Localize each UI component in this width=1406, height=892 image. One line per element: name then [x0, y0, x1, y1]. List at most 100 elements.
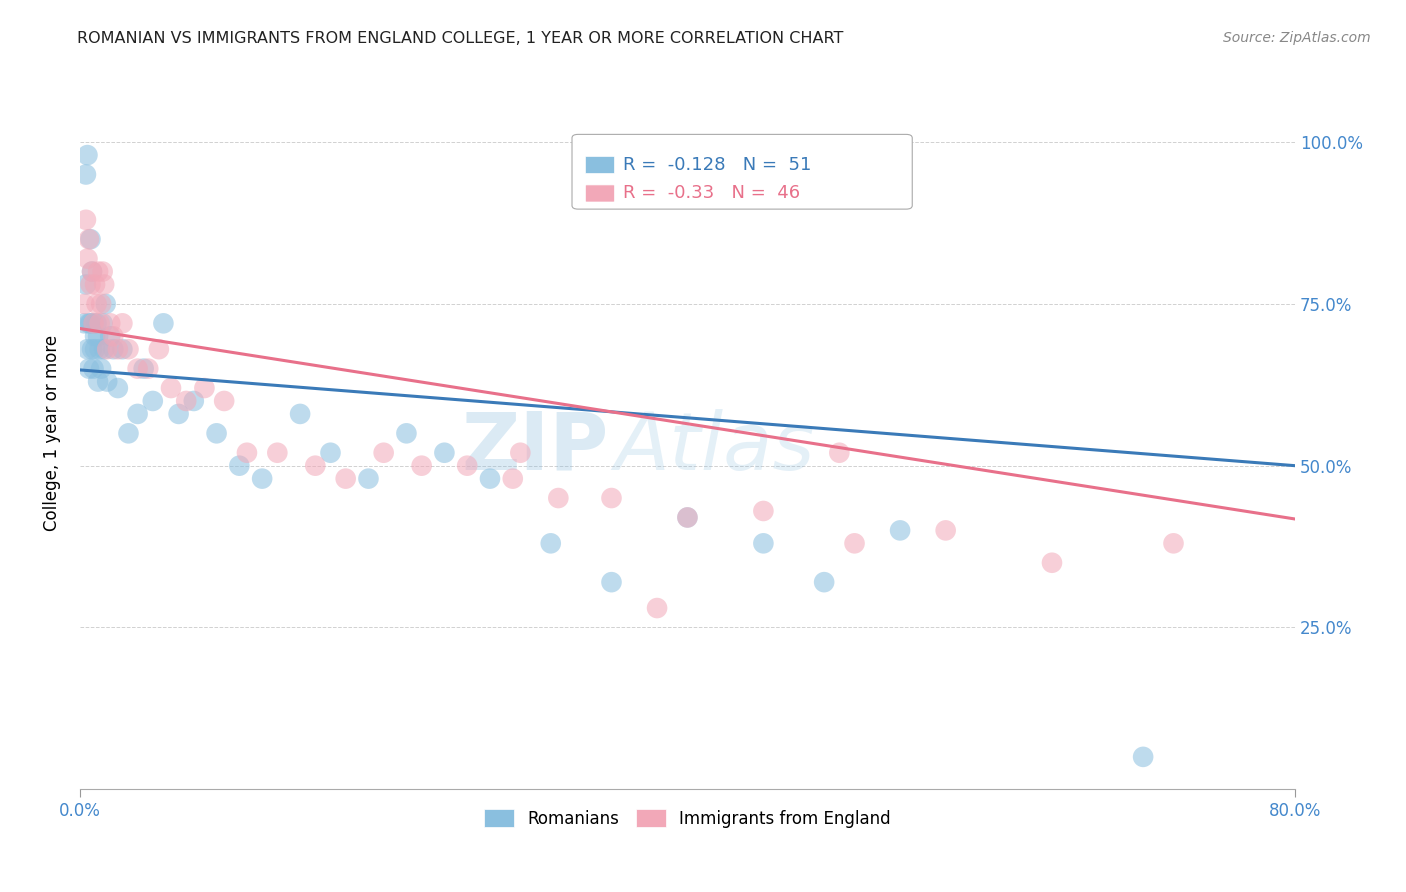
Y-axis label: College, 1 year or more: College, 1 year or more: [44, 335, 60, 532]
Point: [77, 232, 100, 246]
Point: [117, 426, 139, 441]
Point: [103, 342, 125, 356]
Point: [676, 510, 699, 524]
Point: [456, 458, 478, 473]
Point: [90, 297, 112, 311]
Point: [79, 277, 101, 292]
Point: [319, 446, 342, 460]
Point: [152, 316, 174, 330]
Point: [288, 407, 311, 421]
Point: [236, 446, 259, 460]
Point: [76, 342, 98, 356]
Point: [86, 316, 108, 330]
Point: [89, 316, 111, 330]
Point: [90, 361, 112, 376]
Point: [79, 316, 101, 330]
Point: [80, 342, 103, 356]
Point: [96, 375, 118, 389]
Point: [79, 232, 101, 246]
Point: [373, 446, 395, 460]
Point: [93, 277, 115, 292]
Text: Source: ZipAtlas.com: Source: ZipAtlas.com: [1223, 31, 1371, 45]
Text: R =  -0.128   N =  51: R = -0.128 N = 51: [623, 156, 811, 174]
Point: [77, 316, 100, 330]
Point: [103, 329, 125, 343]
Point: [107, 342, 129, 356]
Point: [83, 316, 105, 330]
Point: [433, 446, 456, 460]
Point: [136, 361, 159, 376]
Point: [98, 316, 121, 330]
Point: [752, 536, 775, 550]
Point: [91, 316, 114, 330]
Point: [1163, 536, 1185, 550]
Point: [174, 394, 197, 409]
Point: [645, 601, 668, 615]
Point: [357, 472, 380, 486]
Point: [127, 407, 149, 421]
Point: [87, 375, 110, 389]
Point: [75, 212, 97, 227]
Point: [250, 472, 273, 486]
FancyBboxPatch shape: [585, 156, 614, 174]
Point: [117, 342, 139, 356]
Point: [304, 458, 326, 473]
Point: [93, 342, 115, 356]
Text: ZIP: ZIP: [461, 409, 609, 486]
Point: [76, 148, 98, 162]
Point: [77, 361, 100, 376]
Point: [1132, 750, 1154, 764]
Point: [411, 458, 433, 473]
Point: [89, 342, 111, 356]
Point: [76, 252, 98, 266]
Point: [132, 361, 155, 376]
Point: [395, 426, 418, 441]
Point: [127, 361, 149, 376]
Text: Atlas: Atlas: [614, 409, 815, 486]
Point: [80, 264, 103, 278]
Point: [540, 536, 562, 550]
Point: [87, 329, 110, 343]
Point: [86, 297, 108, 311]
Point: [752, 504, 775, 518]
Text: R =  -0.33   N =  46: R = -0.33 N = 46: [623, 185, 800, 202]
Point: [75, 277, 97, 292]
Point: [96, 342, 118, 356]
Point: [167, 407, 190, 421]
Point: [80, 264, 103, 278]
Point: [84, 277, 107, 292]
Point: [676, 510, 699, 524]
Point: [1040, 556, 1063, 570]
Point: [335, 472, 357, 486]
Point: [813, 575, 835, 590]
Point: [502, 472, 524, 486]
Point: [160, 381, 183, 395]
Point: [509, 446, 531, 460]
Point: [73, 316, 96, 330]
Point: [98, 329, 121, 343]
Point: [107, 381, 129, 395]
Point: [212, 394, 235, 409]
Legend: Romanians, Immigrants from England: Romanians, Immigrants from England: [478, 803, 897, 834]
Point: [600, 575, 623, 590]
Point: [935, 524, 957, 538]
Point: [889, 524, 911, 538]
Point: [228, 458, 250, 473]
Point: [266, 446, 288, 460]
Point: [205, 426, 228, 441]
Point: [193, 381, 215, 395]
Point: [94, 297, 117, 311]
Point: [547, 491, 569, 505]
Point: [111, 342, 134, 356]
Point: [83, 316, 105, 330]
Point: [148, 342, 170, 356]
Point: [844, 536, 866, 550]
Point: [183, 394, 205, 409]
Point: [142, 394, 165, 409]
Point: [84, 342, 107, 356]
FancyBboxPatch shape: [572, 135, 912, 209]
Point: [478, 472, 501, 486]
Point: [111, 316, 134, 330]
Point: [84, 329, 107, 343]
Point: [75, 168, 97, 182]
